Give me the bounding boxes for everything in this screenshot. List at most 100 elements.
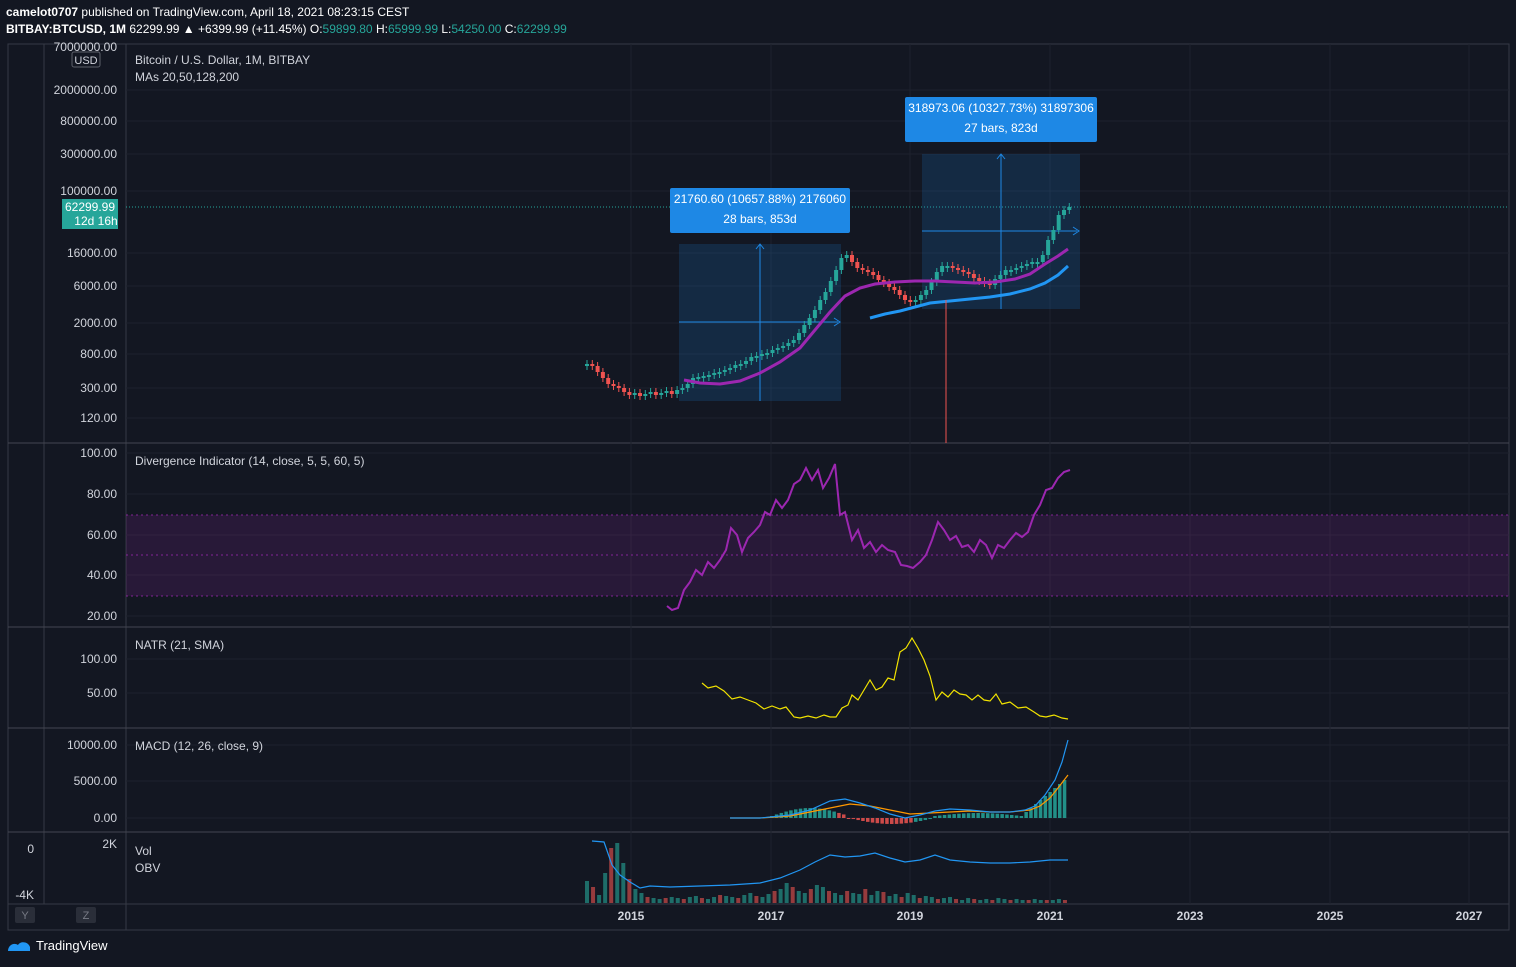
volume-bar <box>935 899 940 903</box>
volume-bar <box>1020 900 1025 903</box>
candle-body <box>828 281 833 292</box>
volume-bar <box>851 893 856 903</box>
macd-axis[interactable]: 10000.00 5000.00 0.00 <box>67 738 117 825</box>
macd-title[interactable]: MACD (12, 26, close, 9) <box>135 739 263 753</box>
macd-histogram <box>770 780 1067 824</box>
time-axis[interactable]: 2015 2017 2019 2021 2023 2025 2027 <box>618 909 1483 923</box>
volume-bar <box>718 895 723 903</box>
candle-body <box>600 372 605 378</box>
candle-body <box>616 386 621 388</box>
time-tick: 2019 <box>897 909 924 923</box>
price-tick: 800000.00 <box>60 114 117 128</box>
candle-body <box>865 270 870 272</box>
currency-button[interactable] <box>71 51 101 68</box>
time-tick: 2025 <box>1317 909 1344 923</box>
macd-bar <box>923 818 928 821</box>
price-tick: 120.00 <box>80 411 117 425</box>
volume-bar <box>621 863 626 903</box>
author-name[interactable]: camelot0707 <box>6 5 79 19</box>
low-label: L: <box>441 22 452 36</box>
candle-body <box>1067 207 1072 210</box>
divergence-title[interactable]: Divergence Indicator (14, close, 5, 5, 6… <box>135 454 364 468</box>
volume-bar <box>687 897 692 903</box>
measure-label-2[interactable] <box>905 97 1097 142</box>
footer-brand[interactable]: TradingView <box>6 938 108 953</box>
volume-bar <box>966 898 971 903</box>
candle-body <box>680 388 685 390</box>
candle-body <box>728 368 733 370</box>
volume-bar <box>633 889 638 903</box>
natr-tick: 50.00 <box>87 686 117 700</box>
ma-indicator-label[interactable]: MAs 20,50,128,200 <box>135 70 239 84</box>
volume-bar <box>1014 899 1019 903</box>
open-label: O: <box>309 22 323 36</box>
macd-bar <box>904 818 908 824</box>
candle-body <box>977 278 982 281</box>
volume-bar <box>887 896 892 903</box>
candle-body <box>950 266 955 268</box>
candle-body <box>940 266 945 272</box>
candle-body <box>812 310 817 318</box>
candle-body <box>738 364 743 366</box>
candle-body <box>696 377 701 379</box>
divergence-axis[interactable]: 100.00 80.00 60.00 40.00 20.00 <box>80 446 117 623</box>
macd-bar <box>1043 796 1048 818</box>
candle-body <box>998 275 1003 279</box>
macd-bar <box>899 818 904 824</box>
z-axis-button[interactable] <box>76 907 96 923</box>
natr-title[interactable]: NATR (21, SMA) <box>135 638 224 652</box>
measure-arrow-right-1 <box>833 317 841 327</box>
candle-body <box>807 318 812 325</box>
price-tick: 6000.00 <box>74 279 118 293</box>
macd-bar <box>1038 800 1043 818</box>
volume-bar <box>911 895 916 903</box>
currency-label: USD <box>74 55 97 67</box>
publish-header: camelot0707 published on TradingView.com… <box>6 5 409 19</box>
vol-label[interactable]: Vol <box>135 844 152 858</box>
macd-tick: 0.00 <box>94 811 118 825</box>
measure-label-2-line2: 27 bars, 823d <box>964 121 1037 135</box>
volume-bar <box>905 893 910 903</box>
candle-body <box>818 300 823 310</box>
volume-bar <box>929 897 934 903</box>
candle-body <box>971 274 976 278</box>
candle-body <box>924 290 929 295</box>
candle-body <box>850 255 854 262</box>
candle-body <box>934 272 939 282</box>
candle-body <box>913 300 918 302</box>
volume-bar <box>1056 899 1061 903</box>
candle-body <box>1056 215 1061 230</box>
volume-bar <box>1050 900 1055 903</box>
macd-bar <box>1062 780 1067 818</box>
volume-bar <box>845 891 850 903</box>
natr-axis[interactable]: 100.00 50.00 <box>80 652 117 700</box>
measure-label-1[interactable] <box>670 188 850 233</box>
macd-bar <box>1005 814 1009 818</box>
obv-tick: -4K <box>15 888 34 902</box>
z-button-label: Z <box>83 910 90 922</box>
candle-body <box>653 392 658 395</box>
candle-body <box>1051 230 1056 240</box>
macd-bar <box>914 818 918 822</box>
price-axis[interactable]: 7000000.00 2000000.00 800000.00 300000.0… <box>54 40 118 425</box>
y-axis-button[interactable] <box>15 907 35 923</box>
macd-bar <box>995 813 1000 818</box>
volume-bar <box>675 898 680 903</box>
last-price: 62299.99 <box>129 22 180 36</box>
measure-arrow-up-1 <box>755 243 765 250</box>
time-tick: 2021 <box>1037 909 1064 923</box>
macd-bar <box>1034 804 1038 818</box>
tradingview-logo-icon <box>8 941 30 951</box>
macd-bar <box>894 818 899 824</box>
obv-line <box>591 840 1068 889</box>
macd-signal-line <box>730 774 1069 819</box>
last-price-badge-value: 62299.99 <box>65 200 115 214</box>
obv-label[interactable]: OBV <box>135 861 160 875</box>
price-pane-title[interactable]: Bitcoin / U.S. Dollar, 1M, BITBAY <box>135 53 310 67</box>
candle-body <box>929 282 934 290</box>
candle-body <box>1009 270 1013 272</box>
macd-bar <box>832 811 836 818</box>
volume-bar <box>724 896 729 903</box>
volume-bar <box>839 895 844 903</box>
